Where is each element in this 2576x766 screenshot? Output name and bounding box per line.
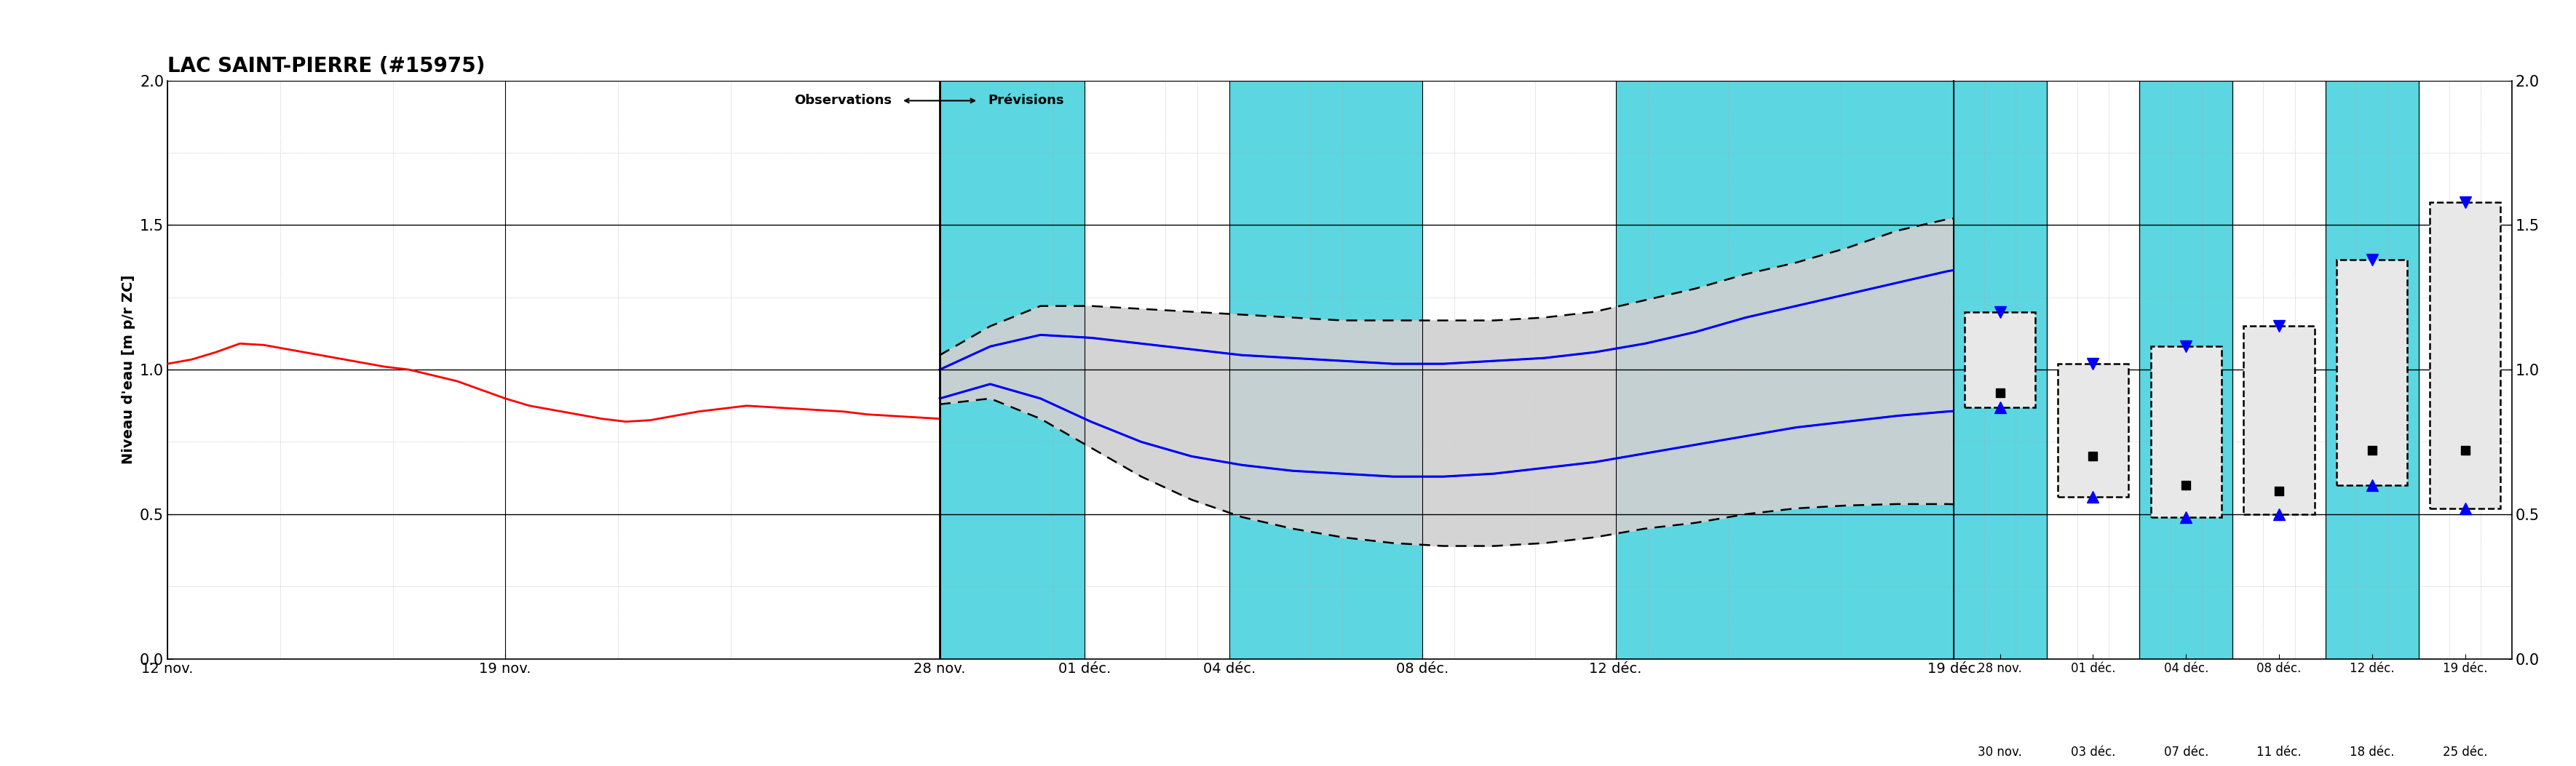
Text: 85%: 85% bbox=[2112, 398, 2141, 411]
Bar bbox=[2233, 80, 2326, 659]
Bar bbox=[1229, 80, 1422, 659]
Bar bbox=[1615, 80, 1953, 659]
Bar bbox=[2429, 202, 2501, 509]
Bar bbox=[2045, 80, 2141, 659]
Bar bbox=[2244, 326, 2313, 514]
Text: Observations: Observations bbox=[793, 94, 891, 107]
Text: Prévisions: Prévisions bbox=[989, 94, 1064, 107]
Text: 18 déc.: 18 déc. bbox=[2349, 745, 2396, 758]
Bar bbox=[1965, 312, 2035, 408]
Bar bbox=[2326, 80, 2419, 659]
Bar bbox=[2141, 80, 2233, 659]
Text: 07 déc.: 07 déc. bbox=[2164, 745, 2208, 758]
Y-axis label: Niveau d'eau [m p/r ZC]: Niveau d'eau [m p/r ZC] bbox=[121, 275, 137, 464]
Bar bbox=[2336, 260, 2409, 486]
Bar bbox=[940, 80, 1084, 659]
Text: 03 déc.: 03 déc. bbox=[2071, 745, 2115, 758]
Bar bbox=[2058, 364, 2128, 497]
Bar bbox=[2151, 346, 2221, 517]
Bar bbox=[2419, 80, 2512, 659]
Text: 15%: 15% bbox=[2112, 241, 2141, 254]
Text: 25 déc.: 25 déc. bbox=[2442, 745, 2488, 758]
Text: 95%: 95% bbox=[2112, 508, 2143, 521]
Text: 11 déc.: 11 déc. bbox=[2257, 745, 2300, 758]
Bar bbox=[1953, 80, 2045, 659]
Text: LAC SAINT-PIERRE (#15975): LAC SAINT-PIERRE (#15975) bbox=[167, 57, 484, 77]
Text: 5%: 5% bbox=[2112, 201, 2133, 214]
Text: 30 nov.: 30 nov. bbox=[1978, 745, 2022, 758]
